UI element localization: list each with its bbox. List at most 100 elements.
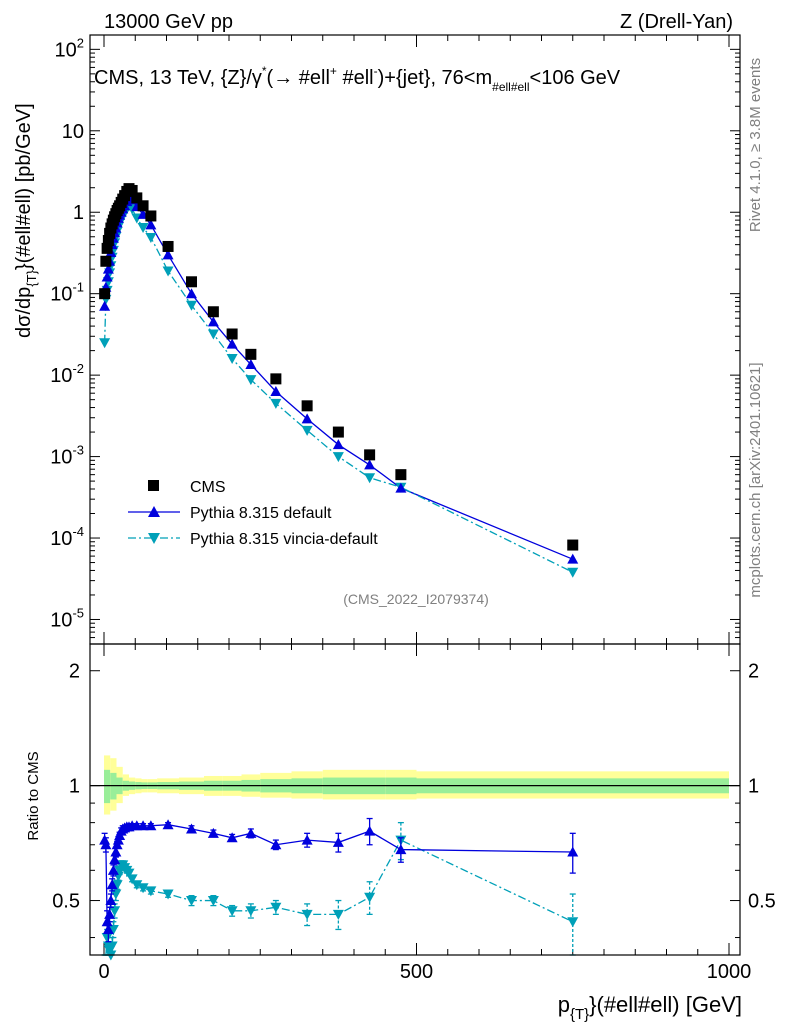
upper-y-tick-label: 102 (55, 35, 84, 61)
ratio-y-tick-label-right: 0.5 (748, 891, 776, 913)
ratio-y-tick-label-left: 0.5 (52, 891, 80, 913)
ratio-point-vincia (107, 924, 119, 935)
cms-data-point (102, 234, 114, 246)
default-point (186, 288, 197, 299)
ratio-point-vincia (110, 889, 122, 900)
x-tick-label: 1000 (707, 961, 752, 983)
ratio-y-tick-label-left: 1 (69, 776, 80, 798)
default-point (301, 413, 313, 424)
upper-y-tick-label: 10-5 (50, 605, 84, 631)
x-tick-label: 0 (98, 961, 109, 983)
ratio-point-vincia (207, 896, 219, 907)
ratio-point-default (226, 832, 238, 843)
default-point (145, 219, 157, 230)
default-point (567, 553, 579, 564)
upper-y-tick-label: 10-4 (50, 524, 84, 550)
ratio-y-tick-label-right: 1 (748, 776, 759, 798)
ratio-point-default (186, 823, 197, 834)
legend-marker-cms (148, 480, 159, 491)
cms-data-point (137, 200, 149, 212)
default-point (270, 385, 282, 396)
ratio-frame (89, 643, 741, 956)
cms-data-point (101, 242, 113, 254)
upper-y-tick-label: 10 (62, 121, 84, 143)
series-line-default (103, 196, 573, 560)
default-point (364, 459, 376, 470)
ratio-point-default (145, 820, 157, 831)
header-left: 13000 GeV pp (104, 11, 233, 33)
ratio-point-vincia (123, 868, 135, 879)
cms-data-point (364, 449, 376, 461)
analysis-id: (CMS_2022_I2079374) (343, 591, 489, 607)
ratio-point-default (270, 839, 282, 850)
ratio-point-default (105, 895, 117, 906)
cms-data-point (226, 328, 238, 340)
ratio-point-vincia (186, 896, 197, 907)
vincia-point (226, 354, 238, 365)
default-point (102, 263, 114, 274)
ratio-point-vincia (131, 880, 143, 891)
header-right: Z (Drell-Yan) (620, 11, 733, 33)
default-point (226, 338, 238, 349)
cms-data-point (567, 539, 579, 551)
vincia-point (245, 375, 257, 386)
ratio-point-vincia (226, 906, 238, 917)
vincia-point (186, 300, 197, 311)
legend-label-cms: CMS (190, 479, 226, 496)
upper-ylabel: dσ/dp{T}}(#ell#ell) [pb/GeV] (13, 103, 39, 338)
x-tick-labels: 0 500 1000 (98, 961, 751, 983)
ratio-line-vincia (104, 839, 574, 956)
cms-data-point (245, 348, 257, 360)
vincia-point (145, 232, 157, 243)
xlabel: p{T}}(#ell#ell) [GeV] (558, 992, 742, 1023)
cms-data-point (395, 469, 407, 481)
vincia-point (270, 398, 282, 409)
ratio-point-default (104, 908, 116, 919)
cms-data-point (270, 373, 282, 385)
upper-y-tick-label: 10-3 (50, 443, 84, 469)
legend-label-vincia: Pythia 8.315 vincia-default (190, 531, 378, 548)
ratio-ylabel: Ratio to CMS (25, 751, 42, 840)
legend-marker-vincia (148, 533, 160, 544)
cms-data-point (207, 306, 219, 318)
ratio-point-default (106, 879, 118, 890)
upper-ticks: 102 10 1 10-1 10-2 10-3 10-4 10-5 (50, 35, 740, 644)
ratio-y-tick-label-left: 2 (69, 661, 80, 683)
default-point (245, 359, 257, 370)
ratio-point-vincia (162, 889, 174, 900)
legend-label-default: Pythia 8.315 default (190, 505, 332, 522)
ratio-point-default (100, 839, 112, 850)
ratio-point-vincia (137, 883, 149, 894)
mcplots-label: mcplots.cern.ch [arXiv:2401.10621] (747, 362, 764, 597)
default-point (332, 439, 344, 450)
ratio-point-vincia (109, 906, 121, 917)
default-point (99, 300, 111, 311)
upper-y-tick-label: 10-1 (50, 280, 84, 306)
ratio-ticks: 2 2 1 1 0.5 0.5 (52, 644, 776, 955)
ratio-point-default (301, 834, 313, 845)
upper-frame (89, 34, 741, 645)
ratio-point-default (395, 844, 407, 855)
cms-data-point (131, 192, 143, 204)
default-point (101, 271, 113, 282)
band-inner (104, 769, 111, 804)
ratio-point-default (567, 846, 579, 857)
cms-data-point (100, 255, 112, 267)
ratio-point-default (364, 825, 376, 836)
legend-marker-default (148, 506, 160, 517)
vincia-point (137, 222, 149, 233)
ratio-point-vincia (145, 886, 157, 897)
cms-data-point (301, 400, 313, 412)
vincia-point (567, 567, 579, 578)
ratio-point-default (332, 836, 344, 847)
vincia-point (301, 425, 313, 436)
ratio-y-tick-label-right: 2 (748, 661, 759, 683)
vincia-point (364, 473, 376, 484)
upper-y-tick-label: 10-2 (50, 361, 84, 387)
ratio-point-default (162, 819, 174, 830)
vincia-point (99, 338, 111, 349)
vincia-point (332, 452, 344, 463)
ratio-point-vincia (106, 941, 118, 952)
legend: CMS Pythia 8.315 default Pythia 8.315 vi… (128, 479, 378, 548)
ratio-point-vincia (301, 909, 313, 920)
